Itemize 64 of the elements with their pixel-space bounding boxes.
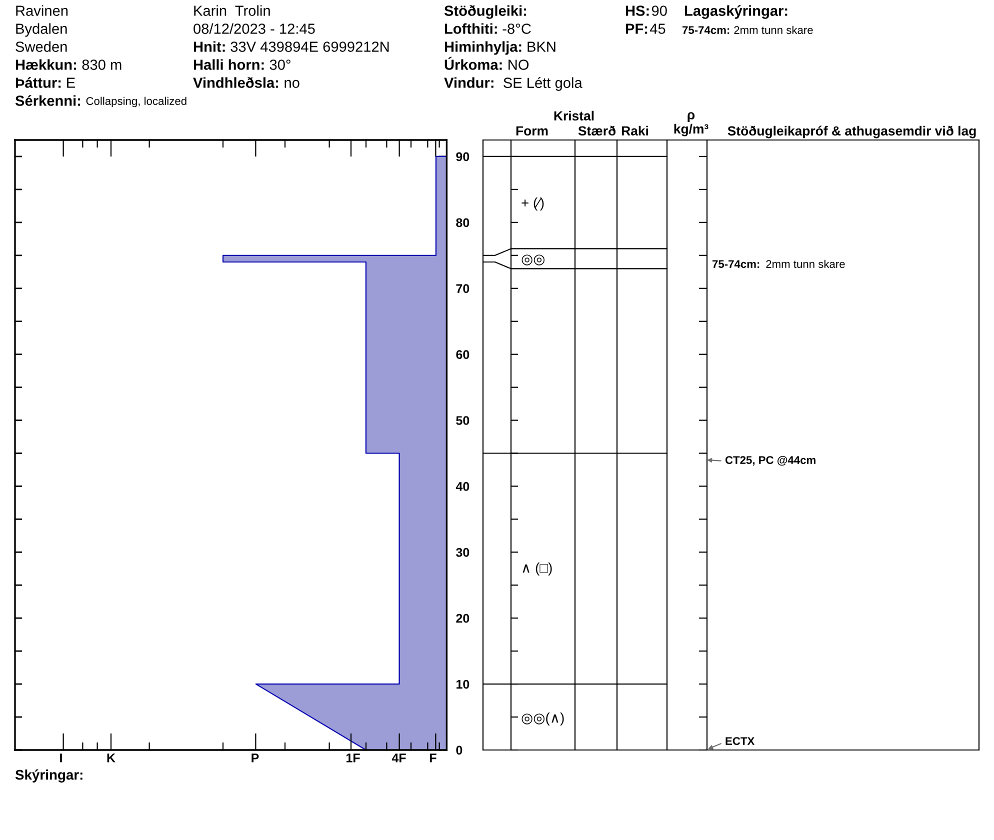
text: Þáttur: (16, 77, 61, 88)
y-tick-label: 50 (456, 416, 470, 425)
text: + (⁄) (522, 198, 544, 210)
text: ◎◎ (522, 254, 544, 266)
text: K (107, 754, 116, 762)
text: Úrkoma: (444, 56, 502, 70)
y-tick-label: 0 (456, 746, 462, 755)
text: no (284, 80, 300, 88)
y-tick-label: 60 (456, 350, 470, 359)
text: Ravinen (16, 5, 68, 16)
y-tick-label: 20 (456, 614, 470, 623)
text: Kristal (554, 110, 594, 121)
text: Collapsing, localized (86, 96, 186, 108)
text: Stöðugleikapróf & athugasemdir við lag (728, 126, 976, 138)
text: Lagaskýringar: (684, 5, 788, 19)
text: P (252, 754, 259, 762)
text: BKN (528, 42, 556, 52)
text: Karin Trolin (194, 5, 270, 16)
y-tick-label: 90 (456, 152, 470, 162)
text: Form (516, 126, 548, 136)
text: 90 (652, 6, 667, 16)
text: 1F (346, 754, 360, 762)
text: 75-74cm: (712, 260, 760, 268)
text: Sweden (16, 41, 67, 52)
text: ECTX (726, 737, 755, 745)
text: 33V 439894E 6999212N (230, 42, 389, 52)
text: ρ kg/m³ (674, 112, 708, 136)
text: Halli horn: (194, 59, 264, 70)
text: PF: (626, 24, 648, 34)
text: NO (508, 60, 529, 70)
text: CT25, PC @44cm (725, 456, 816, 466)
y-tick-label: 30 (456, 548, 470, 557)
y-tick-label: 40 (456, 482, 470, 491)
text: 08/12/2023 - 12:45 (194, 23, 315, 34)
text: ∧ (□) (522, 562, 552, 576)
text: Sérkenni: (15, 95, 80, 106)
text: 830 m (82, 60, 122, 70)
text: Hækkun: (16, 59, 76, 70)
y-tick-label: 80 (456, 218, 470, 228)
text: -8°C (502, 24, 531, 34)
text: Raki (622, 126, 648, 136)
text: 45 (650, 24, 666, 34)
text: 4F (392, 754, 406, 762)
text: Stærð (578, 126, 616, 136)
text: SE Létt gola (504, 77, 582, 91)
text: 30° (270, 60, 290, 70)
text: Vindhleðsla: (193, 77, 278, 88)
text: Himinhylja: (444, 41, 522, 55)
text: E (67, 78, 75, 88)
text: F (430, 754, 436, 762)
text: 75-74cm: (682, 26, 730, 34)
text: Hnit: (194, 41, 225, 52)
text: Bydalen (16, 23, 67, 37)
text: Lofthiti: (444, 23, 497, 34)
text: ◎◎(∧) (522, 712, 564, 726)
text: Stöðugleiki: (444, 5, 526, 19)
y-tick-label: 70 (456, 284, 470, 294)
text: I (60, 754, 62, 762)
text: Skýringar: (15, 769, 82, 783)
text: HS: (626, 6, 649, 16)
text: 2mm tunn skare (766, 260, 845, 268)
y-tick-label: 10 (456, 680, 470, 689)
text: 2mm tunn skare (734, 26, 813, 34)
text: Vindur: (444, 77, 494, 88)
